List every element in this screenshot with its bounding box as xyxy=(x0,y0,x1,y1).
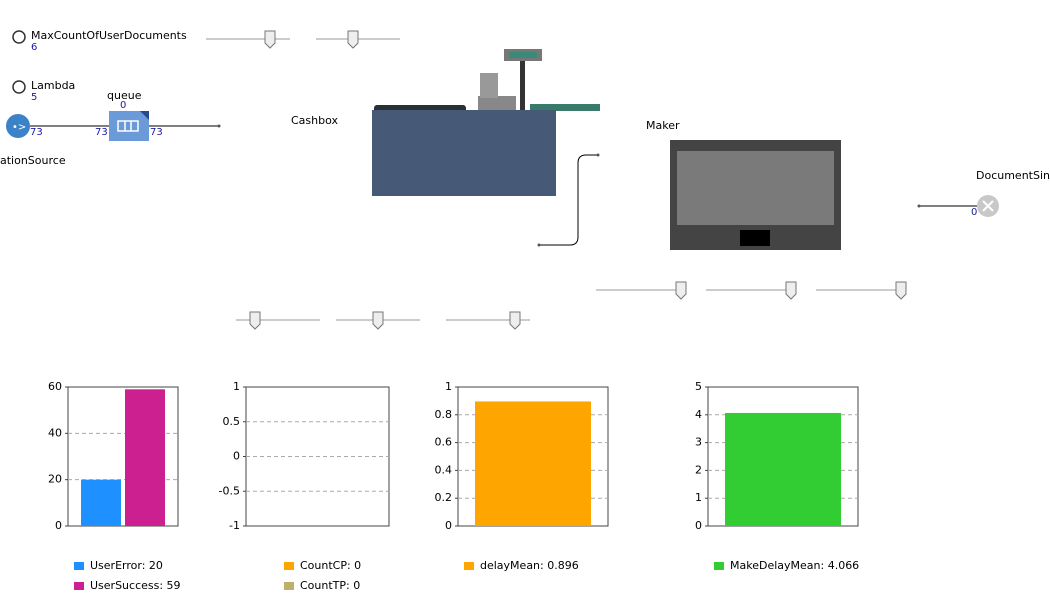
y-tick-label: 1 xyxy=(233,380,240,393)
slider-thumb xyxy=(785,281,797,300)
slider[interactable] xyxy=(596,281,687,300)
queue-in: 73 xyxy=(95,127,108,138)
param-name: MaxCountOfUserDocuments xyxy=(31,29,187,42)
shape xyxy=(372,110,556,196)
slider[interactable] xyxy=(316,30,400,49)
slider-thumb xyxy=(509,311,521,330)
slider-thumb xyxy=(347,30,359,49)
shape xyxy=(520,60,525,110)
shape xyxy=(530,104,600,111)
y-tick-label: 1 xyxy=(695,491,702,504)
shape xyxy=(480,73,498,98)
shape xyxy=(740,230,770,246)
param-name: Lambda xyxy=(31,79,75,92)
legend-label: delayMean: 0.896 xyxy=(480,559,579,572)
slider-thumb xyxy=(249,311,261,330)
y-tick-label: 0.6 xyxy=(435,436,453,449)
y-tick-label: 0 xyxy=(233,450,240,463)
slider[interactable] xyxy=(706,281,797,300)
queue-corner xyxy=(140,111,149,120)
legend-label: MakeDelayMean: 4.066 xyxy=(730,559,859,572)
slider[interactable] xyxy=(206,30,290,49)
slider-thumb xyxy=(372,311,384,330)
slider[interactable] xyxy=(816,281,907,300)
slider-thumb xyxy=(895,281,907,300)
maker-label: Maker xyxy=(646,119,680,132)
y-tick-label: 0 xyxy=(445,519,452,532)
source-glyph: •> xyxy=(12,122,26,133)
queue-icon[interactable] xyxy=(109,111,149,141)
sink-glyph xyxy=(982,200,994,212)
sink-label: DocumentSink xyxy=(976,169,1050,182)
param-value: 6 xyxy=(31,42,37,53)
y-tick-label: 60 xyxy=(48,380,62,393)
y-tick-label: 1 xyxy=(445,380,452,393)
y-tick-label: -0.5 xyxy=(219,484,240,497)
slider[interactable] xyxy=(236,311,320,330)
legend-swatch xyxy=(74,582,84,590)
param-value: 5 xyxy=(31,92,37,103)
slider-thumb xyxy=(264,30,276,49)
y-tick-label: 0 xyxy=(695,519,702,532)
y-tick-label: 0.5 xyxy=(223,415,241,428)
y-tick-label: 0 xyxy=(55,519,62,532)
source-icon[interactable] xyxy=(6,114,30,138)
bar xyxy=(475,401,591,526)
y-tick-label: 2 xyxy=(695,463,702,476)
y-tick-label: 0.4 xyxy=(435,463,453,476)
queue-size: 0 xyxy=(120,100,126,111)
param-icon xyxy=(12,80,26,94)
port xyxy=(537,243,541,247)
y-tick-label: -1 xyxy=(229,519,240,532)
bar xyxy=(125,389,165,526)
legend-swatch xyxy=(714,562,724,570)
source-count: 73 xyxy=(30,127,43,138)
y-tick-label: 40 xyxy=(48,426,62,439)
source-label: ationSource xyxy=(0,154,66,167)
shape xyxy=(509,52,537,58)
port xyxy=(917,204,921,208)
parameter[interactable]: MaxCountOfUserDocuments 6 xyxy=(12,29,187,53)
param-icon xyxy=(12,30,26,44)
bar xyxy=(81,479,121,526)
slider[interactable] xyxy=(446,311,530,330)
y-tick-label: 3 xyxy=(695,436,702,449)
legend-label: CountTP: 0 xyxy=(300,579,360,592)
queue-glyph xyxy=(117,120,139,132)
shape xyxy=(478,96,516,110)
slider[interactable] xyxy=(336,311,420,330)
y-tick-label: 4 xyxy=(695,408,702,421)
legend-swatch xyxy=(284,582,294,590)
cashbox-label: Cashbox xyxy=(291,114,338,127)
port xyxy=(596,153,600,157)
legend-label: CountCP: 0 xyxy=(300,559,361,572)
y-tick-label: 0.8 xyxy=(435,408,453,421)
y-tick-label: 0.2 xyxy=(435,491,453,504)
legend-label: UserSuccess: 59 xyxy=(90,579,181,592)
slider-thumb xyxy=(675,281,687,300)
parameter[interactable]: Lambda 5 xyxy=(12,79,75,103)
port xyxy=(217,124,221,128)
legend-swatch xyxy=(464,562,474,570)
y-tick-label: 20 xyxy=(48,473,62,486)
connector xyxy=(539,154,598,246)
y-tick-label: 5 xyxy=(695,380,702,393)
legend-swatch xyxy=(284,562,294,570)
shape xyxy=(677,151,834,225)
bar xyxy=(725,412,841,526)
sink-count: 0 xyxy=(971,207,977,218)
maker[interactable] xyxy=(670,140,841,250)
queue-out: 73 xyxy=(150,127,163,138)
queue-label: queue xyxy=(107,89,142,102)
cashbox[interactable] xyxy=(372,49,600,196)
legend-label: UserError: 20 xyxy=(90,559,163,572)
legend-swatch xyxy=(74,562,84,570)
